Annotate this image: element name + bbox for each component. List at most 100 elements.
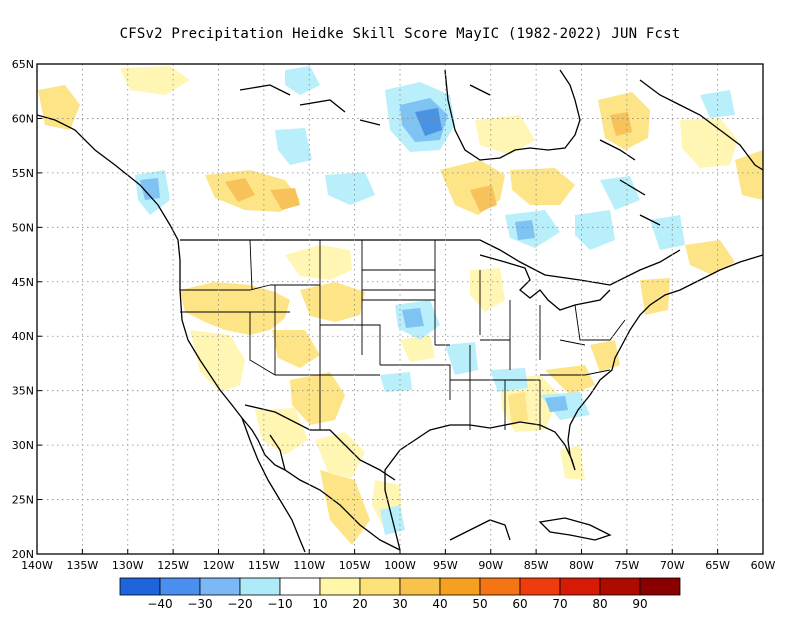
positive-skill-region <box>735 150 763 200</box>
lat-tick-label: 50N <box>12 221 34 234</box>
negative-skill-region <box>275 128 312 165</box>
colorbar-label: −30 <box>187 597 212 611</box>
colorbar-swatch <box>239 577 281 596</box>
negative-skill-region <box>402 308 424 328</box>
lat-tick-label: 60N <box>12 112 34 125</box>
lat-tick-label: 30N <box>12 439 34 452</box>
colorbar-label: 90 <box>632 597 647 611</box>
colorbar-swatch <box>119 577 161 596</box>
colorbar-label: 20 <box>352 597 367 611</box>
state-line <box>434 240 510 346</box>
positive-skill-region <box>440 160 505 215</box>
lon-tick-label: 135W <box>66 559 98 572</box>
colorbar-label: 80 <box>592 597 607 611</box>
positive-skill-region <box>120 66 190 95</box>
labrador-coast <box>639 79 763 171</box>
positive-skill-region <box>190 330 245 392</box>
positive-skill-region <box>255 408 308 455</box>
colorbar-swatch <box>519 577 561 596</box>
colorbar-label: 40 <box>432 597 447 611</box>
colorbar-swatch <box>639 577 681 596</box>
colorbar-label: 30 <box>392 597 407 611</box>
lon-tick-label: 85W <box>524 559 549 572</box>
positive-skill-region <box>272 330 320 368</box>
lon-tick-label: 130W <box>112 559 144 572</box>
positive-skill-region <box>290 372 345 425</box>
latitude-axis: 65N 60N 55N 50N 45N 40N 35N 30N 25N 20N <box>12 58 42 561</box>
positive-skill-region <box>320 470 370 545</box>
positive-skill-region <box>38 85 80 130</box>
lon-tick-label: 125W <box>157 559 189 572</box>
lon-tick-label: 95W <box>433 559 458 572</box>
graticule <box>37 64 763 554</box>
colorbar-swatch <box>399 577 441 596</box>
positive-skill-region <box>508 392 528 425</box>
yucatan-coast <box>449 519 511 541</box>
state-boundaries <box>180 239 626 430</box>
positive-skill-region <box>315 432 365 478</box>
colorbar-swatch <box>479 577 521 596</box>
positive-skill-region <box>510 168 575 205</box>
positive-skill-region <box>685 240 735 275</box>
lat-tick-label: 40N <box>12 330 34 343</box>
lon-tick-label: 110W <box>293 559 325 572</box>
west-coastline <box>37 114 401 551</box>
lat-tick-label: 20N <box>12 548 34 561</box>
us-canada-border <box>180 239 681 286</box>
negative-skill-region <box>575 210 615 250</box>
positive-skill-region <box>225 178 255 202</box>
hudson-bay-coast <box>444 69 581 161</box>
positive-skill-region <box>285 245 352 280</box>
baja-peninsula <box>241 417 306 553</box>
state-line <box>180 284 290 313</box>
lat-tick-label: 35N <box>12 385 34 398</box>
colorbar-label: 50 <box>472 597 487 611</box>
colorbar-label: 10 <box>312 597 327 611</box>
negative-skill-region <box>285 66 320 95</box>
lat-tick-label: 65N <box>12 58 34 71</box>
negative-skill-region <box>600 176 640 210</box>
positive-skill-region <box>270 188 300 210</box>
lon-tick-label: 100W <box>384 559 416 572</box>
state-line <box>249 312 381 376</box>
colorbar-swatch <box>159 577 201 596</box>
positive-skill-region <box>640 278 670 315</box>
state-line <box>319 240 435 355</box>
negative-skill-region <box>515 220 535 240</box>
boundary-lines <box>37 69 763 553</box>
positive-skill-region <box>180 282 290 335</box>
positive-skill-region <box>475 115 535 155</box>
colorbar-label: 70 <box>552 597 567 611</box>
state-line <box>509 300 626 370</box>
us-mexico-border <box>244 404 396 481</box>
lon-tick-label: 65W <box>705 559 730 572</box>
colorbar: −40 −30 −20 −10 10 20 30 40 50 60 70 80 90 <box>119 577 681 611</box>
negative-skill-region <box>325 172 375 205</box>
lon-tick-label: 105W <box>339 559 371 572</box>
colorbar-swatch <box>319 577 361 596</box>
negative-skill-region <box>140 178 160 200</box>
canadian-arctic-islands <box>239 84 661 226</box>
positive-skill-region <box>545 365 595 395</box>
state-line <box>469 339 611 430</box>
lon-tick-label: 120W <box>203 559 235 572</box>
colorbar-label: −40 <box>147 597 172 611</box>
positive-skill-region <box>300 282 365 322</box>
state-line <box>275 364 451 430</box>
great-lakes <box>479 254 611 311</box>
positive-skill-region <box>400 335 435 362</box>
colorbar-label: −10 <box>267 597 292 611</box>
colorbar-swatch <box>279 577 321 596</box>
cuba-outline <box>538 517 612 541</box>
lon-tick-label: 75W <box>614 559 639 572</box>
negative-skill-region <box>415 108 442 136</box>
colorbar-swatch <box>359 577 401 596</box>
positive-skill-region <box>590 340 620 372</box>
lon-tick-label: 140W <box>21 559 53 572</box>
colorbar-swatch <box>599 577 641 596</box>
lon-tick-label: 115W <box>248 559 280 572</box>
colorbar-swatch <box>559 577 601 596</box>
negative-skill-region <box>380 372 412 392</box>
positive-skill-region <box>470 185 497 212</box>
